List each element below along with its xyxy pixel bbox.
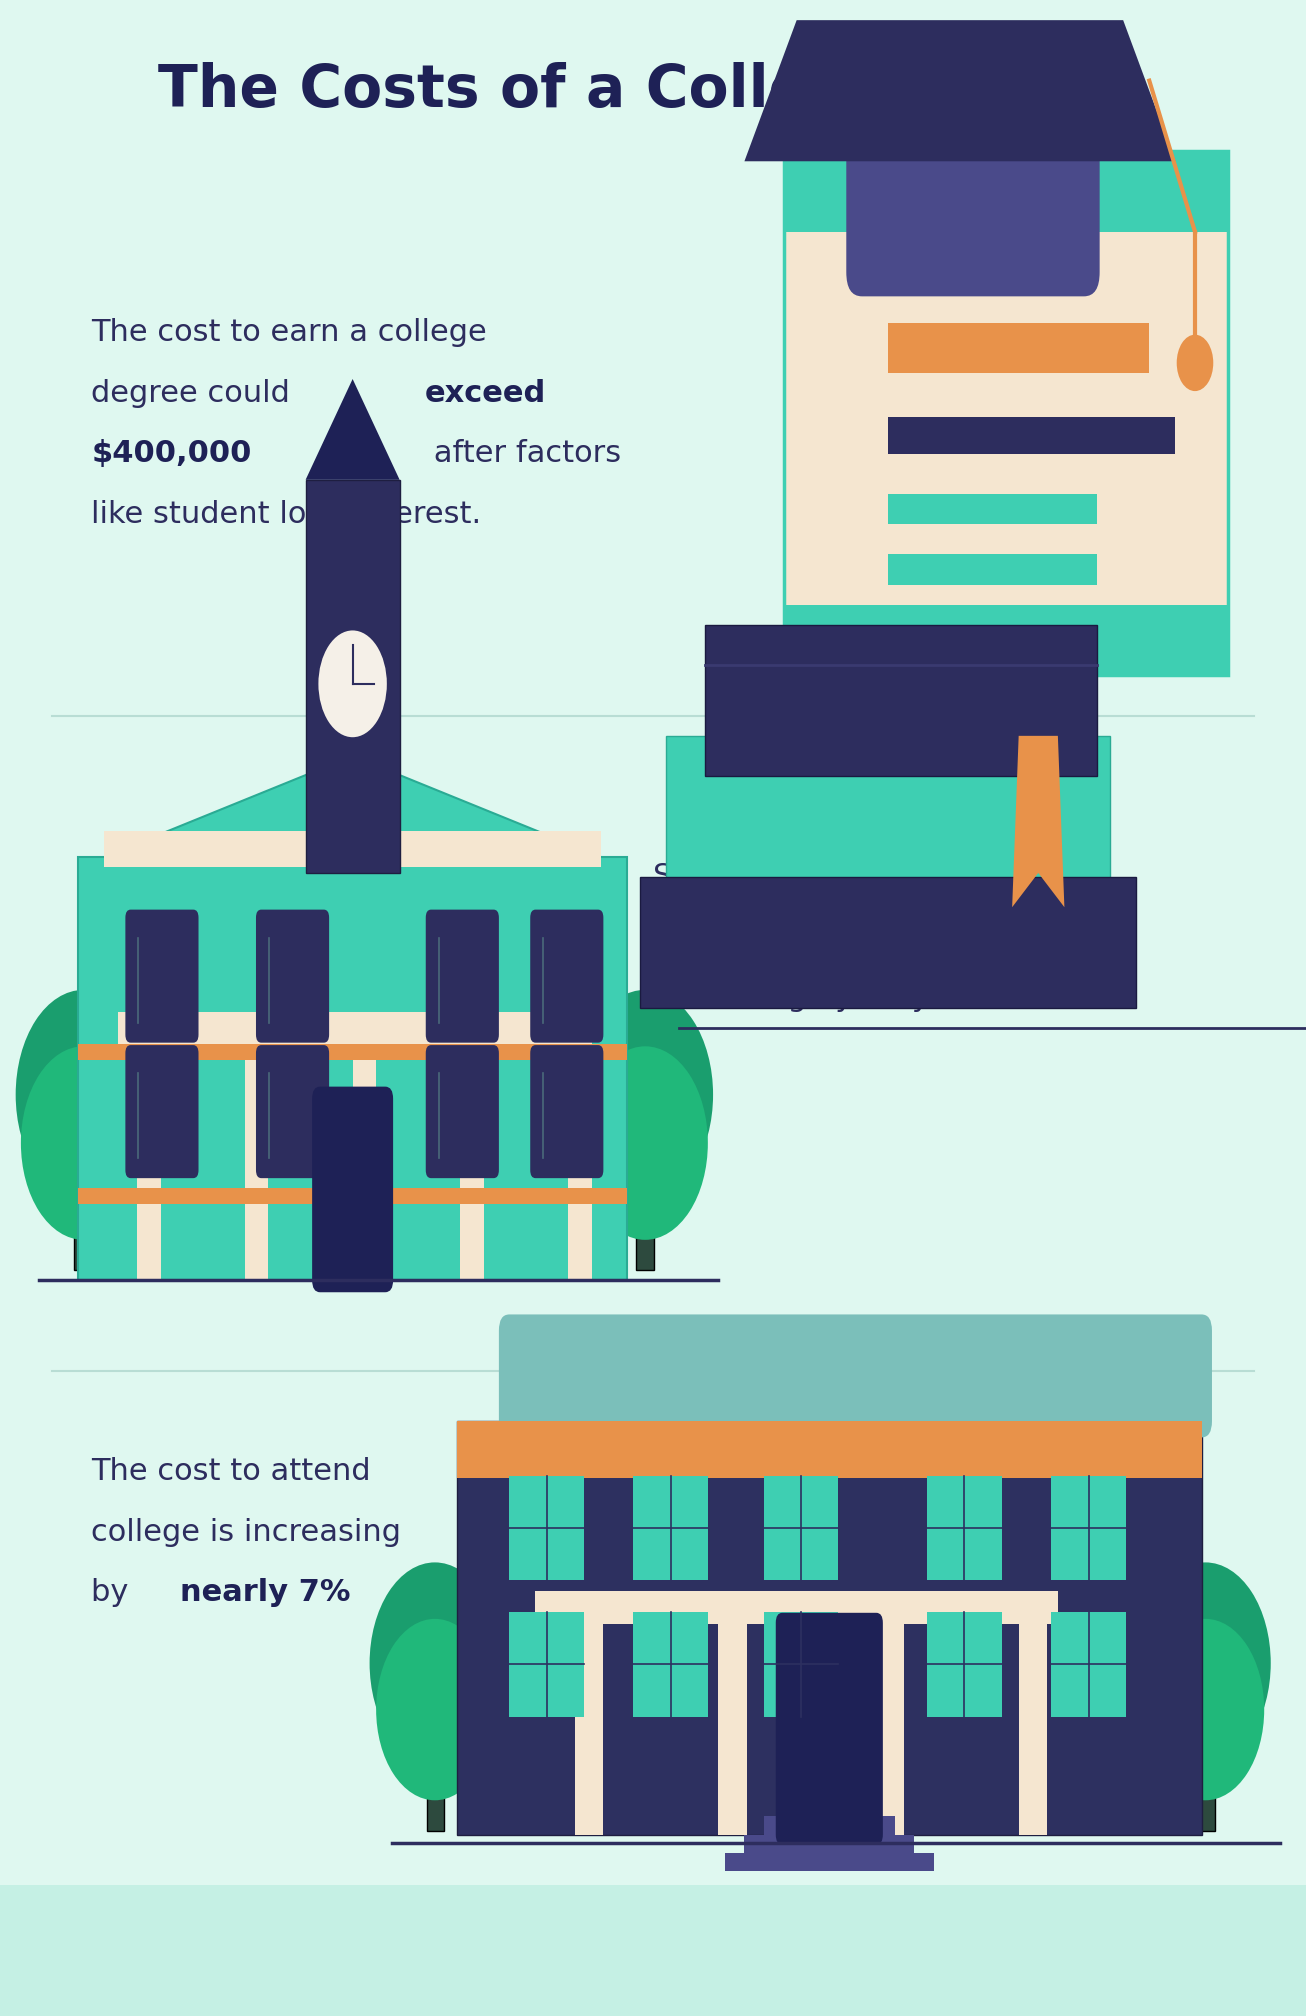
Text: The cost to earn a college: The cost to earn a college (91, 319, 487, 347)
Circle shape (16, 990, 151, 1200)
FancyBboxPatch shape (927, 1476, 1002, 1581)
Text: universities spend: universities spend (653, 923, 942, 952)
FancyBboxPatch shape (427, 1734, 444, 1831)
FancyBboxPatch shape (784, 151, 1228, 675)
Text: Source: Education Data: Source: Education Data (474, 1935, 832, 1964)
FancyBboxPatch shape (1019, 1615, 1047, 1835)
FancyBboxPatch shape (457, 1421, 1202, 1478)
FancyBboxPatch shape (1051, 1613, 1126, 1718)
FancyBboxPatch shape (776, 1613, 883, 1845)
FancyBboxPatch shape (888, 494, 1097, 524)
Text: by: by (91, 1579, 138, 1607)
FancyBboxPatch shape (125, 1044, 199, 1177)
FancyBboxPatch shape (0, 1885, 1306, 2016)
FancyBboxPatch shape (575, 1615, 603, 1835)
FancyBboxPatch shape (457, 1421, 1202, 1835)
FancyBboxPatch shape (764, 1613, 838, 1718)
FancyBboxPatch shape (312, 1087, 393, 1292)
Circle shape (370, 1562, 500, 1764)
Text: exceed: exceed (424, 379, 546, 407)
Text: The cost to attend: The cost to attend (91, 1458, 371, 1486)
FancyBboxPatch shape (426, 1044, 499, 1177)
FancyBboxPatch shape (718, 1615, 747, 1835)
FancyBboxPatch shape (530, 1044, 603, 1177)
FancyBboxPatch shape (535, 1591, 1058, 1623)
FancyBboxPatch shape (499, 1314, 1212, 1437)
FancyBboxPatch shape (784, 151, 1228, 232)
Text: college is increasing: college is increasing (91, 1518, 401, 1546)
Text: after factors: after factors (424, 439, 622, 468)
Circle shape (582, 1046, 708, 1240)
FancyBboxPatch shape (78, 857, 627, 1280)
FancyBboxPatch shape (353, 1034, 376, 1280)
FancyBboxPatch shape (426, 909, 499, 1042)
FancyBboxPatch shape (725, 1853, 934, 1871)
FancyBboxPatch shape (888, 323, 1149, 373)
FancyBboxPatch shape (74, 1159, 93, 1270)
FancyBboxPatch shape (78, 1044, 627, 1060)
Text: on average yearly.: on average yearly. (653, 984, 935, 1012)
Circle shape (1177, 335, 1213, 391)
Polygon shape (744, 20, 1175, 161)
Text: $53,217: $53,217 (995, 923, 1134, 952)
Text: degree could: degree could (91, 379, 300, 407)
Circle shape (1147, 1619, 1264, 1800)
FancyBboxPatch shape (784, 605, 1228, 675)
Circle shape (1140, 1562, 1271, 1764)
FancyBboxPatch shape (888, 417, 1175, 454)
Polygon shape (306, 379, 400, 480)
FancyBboxPatch shape (927, 1613, 1002, 1718)
FancyBboxPatch shape (256, 909, 329, 1042)
FancyBboxPatch shape (509, 1613, 584, 1718)
FancyBboxPatch shape (846, 117, 1100, 296)
FancyBboxPatch shape (636, 1159, 654, 1270)
Text: Students attending private: Students attending private (653, 863, 1064, 891)
Circle shape (376, 1619, 494, 1800)
FancyBboxPatch shape (125, 909, 199, 1042)
Text: yearly.: yearly. (483, 1579, 593, 1607)
FancyBboxPatch shape (530, 909, 603, 1042)
FancyBboxPatch shape (764, 1816, 895, 1835)
FancyBboxPatch shape (875, 1615, 904, 1835)
FancyBboxPatch shape (568, 1034, 592, 1280)
Polygon shape (104, 756, 601, 857)
FancyBboxPatch shape (640, 877, 1136, 1008)
FancyBboxPatch shape (764, 1476, 838, 1581)
FancyBboxPatch shape (744, 1835, 914, 1853)
FancyBboxPatch shape (509, 1476, 584, 1581)
FancyBboxPatch shape (633, 1476, 708, 1581)
FancyBboxPatch shape (633, 1613, 708, 1718)
FancyBboxPatch shape (137, 1034, 161, 1280)
Circle shape (21, 1046, 146, 1240)
FancyBboxPatch shape (888, 554, 1097, 585)
FancyBboxPatch shape (1198, 1734, 1215, 1831)
Circle shape (577, 990, 713, 1200)
FancyBboxPatch shape (666, 736, 1110, 907)
FancyBboxPatch shape (104, 831, 601, 867)
Text: like student loan interest.: like student loan interest. (91, 500, 482, 528)
FancyBboxPatch shape (244, 1034, 268, 1280)
Text: $400,000: $400,000 (91, 439, 252, 468)
FancyBboxPatch shape (460, 1034, 483, 1280)
FancyBboxPatch shape (306, 480, 400, 873)
Polygon shape (1012, 736, 1064, 907)
FancyBboxPatch shape (705, 625, 1097, 776)
Circle shape (317, 629, 388, 738)
FancyBboxPatch shape (1051, 1476, 1126, 1581)
Text: The Costs of a College Degree: The Costs of a College Degree (158, 62, 1148, 119)
Text: nearly 7%: nearly 7% (180, 1579, 351, 1607)
FancyBboxPatch shape (256, 1044, 329, 1177)
FancyBboxPatch shape (118, 1012, 588, 1044)
FancyBboxPatch shape (78, 1187, 627, 1204)
